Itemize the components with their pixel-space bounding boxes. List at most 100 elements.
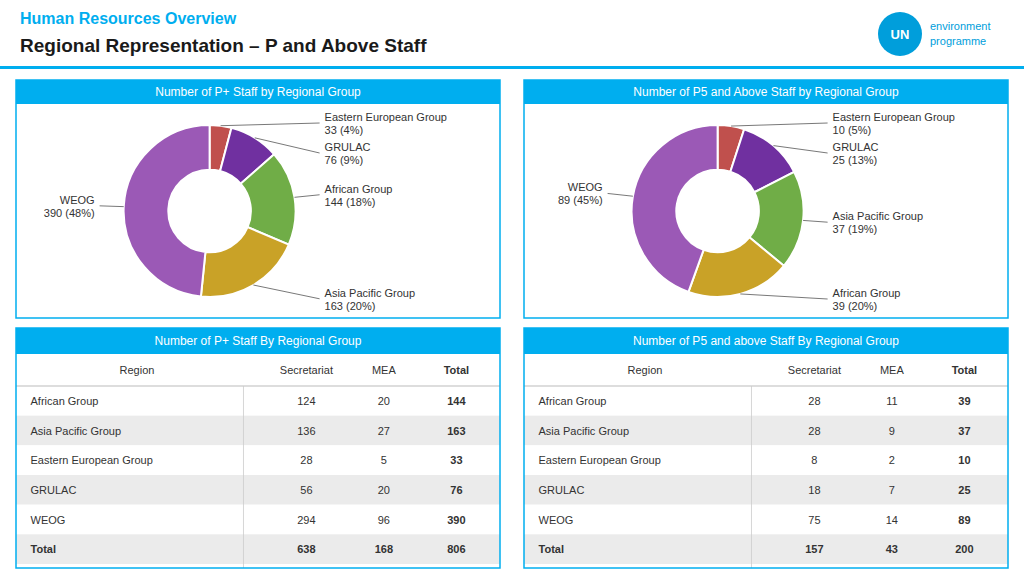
slice-label: Asia Pacific Group [325, 287, 415, 299]
background [0, 0, 1024, 576]
table-cell: 89 [958, 514, 970, 526]
table-cell: 5 [381, 454, 387, 466]
table-cell: 11 [886, 395, 897, 407]
title: Regional Representation – P and Above St… [20, 35, 427, 56]
row-label: Asia Pacific Group [539, 425, 629, 437]
row-stripe [524, 534, 1008, 564]
data-label: 37 (19%) [833, 223, 878, 235]
panel-header [524, 80, 1008, 104]
panel-frame [16, 80, 500, 318]
pie-panel: Number of P+ Staff by Regional Group East… [16, 80, 500, 318]
donut-slice [632, 125, 718, 292]
table-cell: 9 [889, 425, 895, 437]
leader-line [295, 195, 320, 198]
chart-title: Number of P+ Staff by Regional Group [155, 85, 361, 99]
row-stripe [524, 445, 1008, 475]
column-header: Region [120, 364, 155, 376]
row-stripe [16, 416, 500, 446]
header-rule [524, 386, 1008, 387]
table-cell: 27 [378, 425, 390, 437]
data-label: 89 (45%) [558, 194, 603, 206]
table-cell: 294 [297, 514, 315, 526]
table-cell: 124 [297, 395, 315, 407]
donut-slice [688, 237, 783, 297]
row-label: Eastern European Group [31, 454, 153, 466]
table-cell: 20 [378, 395, 390, 407]
panel-header [524, 328, 1008, 354]
row-label: WEOG [31, 514, 66, 526]
table-cell: 56 [300, 484, 312, 496]
table-cell: 168 [375, 543, 393, 555]
leader-line [608, 193, 633, 196]
row-label: Eastern European Group [539, 454, 661, 466]
data-label: 10 (5%) [833, 124, 872, 136]
page: Human Resources Overview Regional Represe… [0, 0, 1024, 576]
row-label: Total [31, 543, 56, 555]
column-header: Region [628, 364, 663, 376]
pie-panel: Number of P5 and Above Staff by Regional… [524, 80, 1008, 318]
table-cell: 163 [447, 425, 465, 437]
leader-line [773, 146, 827, 153]
subtitle: Human Resources Overview [20, 10, 237, 27]
table-cell: 28 [808, 395, 820, 407]
leader-line [731, 123, 828, 126]
row-label: WEOG [539, 514, 574, 526]
slice-label: GRULAC [325, 141, 371, 153]
slice-label: Asia Pacific Group [833, 210, 923, 222]
logo-text: programme [930, 35, 986, 47]
logo-text: environment [930, 20, 991, 32]
table-cell: 136 [297, 425, 315, 437]
leader-line [255, 138, 320, 153]
panel-frame [16, 328, 500, 568]
slice-label: GRULAC [833, 141, 879, 153]
column-header: Total [444, 364, 469, 376]
slice-label: Eastern European Group [833, 111, 955, 123]
logo-circle [878, 12, 922, 56]
leader-line [253, 285, 319, 299]
column-header: Total [952, 364, 977, 376]
row-label: Asia Pacific Group [31, 425, 121, 437]
table-cell: 8 [811, 454, 817, 466]
table-panel: Number of P+ Staff By Regional Group Regi… [16, 328, 500, 568]
slice-label: Eastern European Group [325, 111, 447, 123]
column-separator [751, 386, 752, 568]
panel-background [524, 328, 1008, 568]
table-cell: 390 [447, 514, 465, 526]
leader-line [100, 205, 124, 207]
slice-label: WEOG [60, 194, 95, 206]
column-header: Secretariat [280, 364, 333, 376]
row-stripe [16, 475, 500, 505]
row-stripe [16, 386, 500, 416]
table-cell: 144 [447, 395, 466, 407]
row-stripe [16, 505, 500, 535]
panel-frame [524, 328, 1008, 568]
chart-title: Number of P5 and Above Staff by Regional… [633, 85, 899, 99]
row-stripe [524, 475, 1008, 505]
data-label: 39 (20%) [833, 300, 878, 312]
data-label: 25 (13%) [833, 154, 878, 166]
column-separator [243, 386, 244, 568]
table-title: Number of P+ Staff By Regional Group [155, 334, 362, 348]
row-stripe [16, 445, 500, 475]
row-label: African Group [31, 395, 99, 407]
table-cell: 96 [378, 514, 390, 526]
column-header: MEA [880, 364, 905, 376]
logo: UNenvironmentprogramme [878, 12, 991, 56]
panel-frame [524, 80, 1008, 318]
leader-line [803, 220, 828, 222]
slice-label: African Group [833, 287, 901, 299]
table-cell: 75 [808, 514, 820, 526]
data-label: 163 (20%) [325, 300, 376, 312]
leader-line [740, 294, 827, 299]
column-header: MEA [372, 364, 397, 376]
table-cell: 25 [958, 484, 970, 496]
panel-header [16, 328, 500, 354]
table-cell: 2 [889, 454, 895, 466]
table-cell: 157 [805, 543, 823, 555]
table-cell: 10 [958, 454, 970, 466]
panel-header [16, 80, 500, 104]
data-label: 144 (18%) [325, 196, 376, 208]
row-stripe [524, 386, 1008, 416]
table-cell: 76 [450, 484, 462, 496]
slice-label: WEOG [568, 181, 603, 193]
